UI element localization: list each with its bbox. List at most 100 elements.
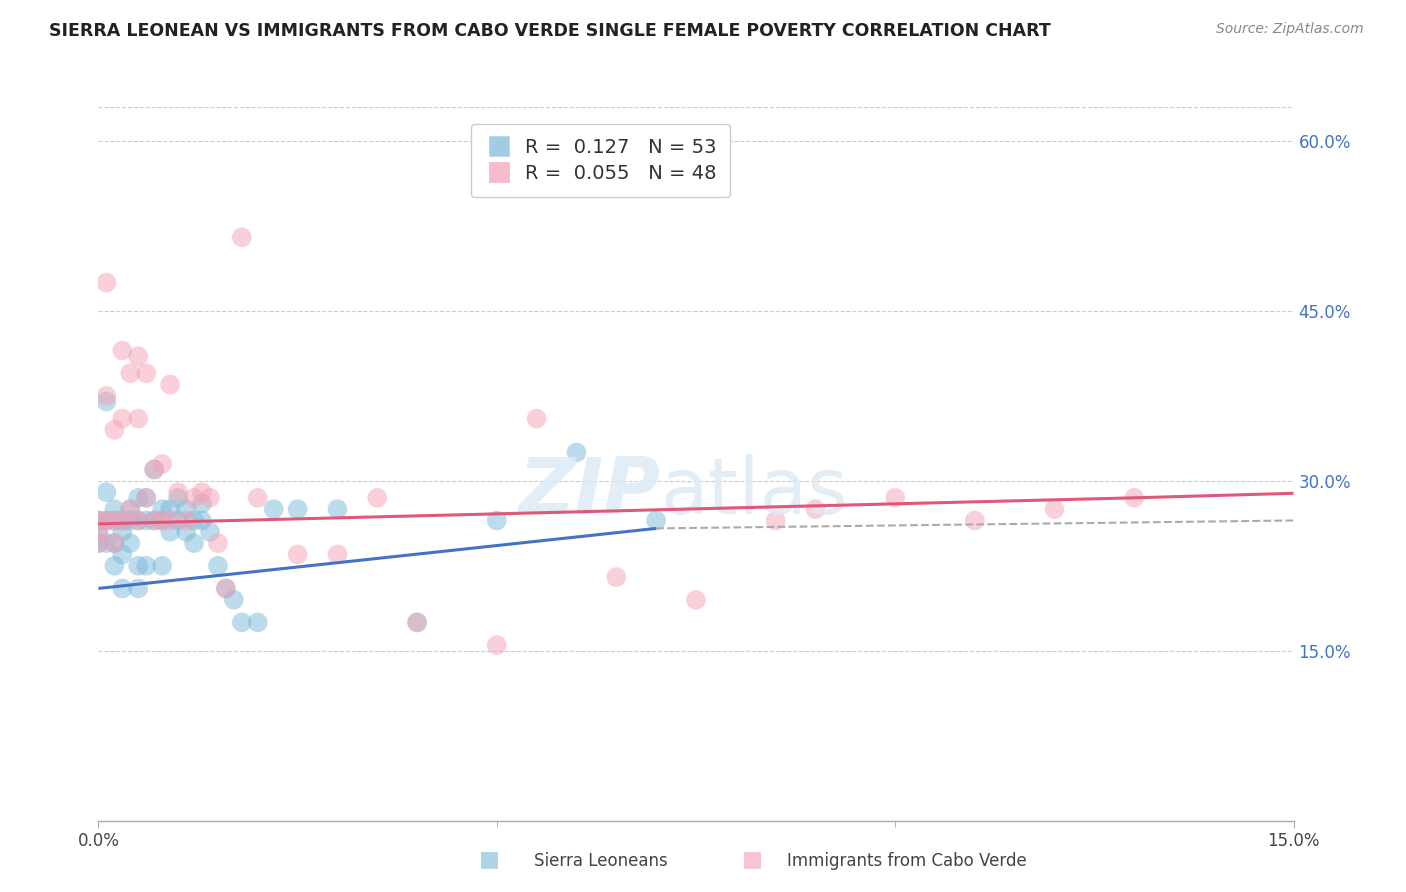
- Point: [246, 615, 269, 630]
- Text: SIERRA LEONEAN VS IMMIGRANTS FROM CABO VERDE SINGLE FEMALE POVERTY CORRELATION C: SIERRA LEONEAN VS IMMIGRANTS FROM CABO V…: [49, 22, 1050, 40]
- Point: [96, 536, 118, 550]
- Point: [103, 558, 125, 573]
- Point: [565, 445, 588, 459]
- Point: [87, 536, 110, 550]
- Legend: R =  0.127   N = 53, R =  0.055   N = 48: R = 0.127 N = 53, R = 0.055 N = 48: [471, 124, 730, 197]
- Point: [1043, 502, 1066, 516]
- Point: [103, 536, 125, 550]
- Point: [111, 343, 134, 358]
- Point: [103, 513, 125, 527]
- Point: [103, 513, 125, 527]
- Point: [103, 502, 125, 516]
- Point: [198, 491, 221, 505]
- Point: [159, 524, 181, 539]
- Point: [191, 485, 214, 500]
- Point: [183, 513, 205, 527]
- Text: Source: ZipAtlas.com: Source: ZipAtlas.com: [1216, 22, 1364, 37]
- Point: [215, 582, 238, 596]
- Point: [263, 502, 285, 516]
- Text: ■: ■: [479, 849, 499, 869]
- Point: [406, 615, 429, 630]
- Point: [287, 502, 309, 516]
- Point: [111, 548, 134, 562]
- Point: [127, 582, 149, 596]
- Text: Sierra Leoneans: Sierra Leoneans: [534, 852, 668, 870]
- Point: [135, 491, 157, 505]
- Point: [804, 502, 827, 516]
- Point: [150, 513, 173, 527]
- Point: [87, 536, 110, 550]
- Point: [96, 394, 118, 409]
- Point: [143, 462, 166, 476]
- Point: [287, 548, 309, 562]
- Point: [143, 513, 166, 527]
- Point: [111, 582, 134, 596]
- Point: [135, 366, 157, 380]
- Point: [159, 377, 181, 392]
- Point: [96, 513, 118, 527]
- Point: [215, 582, 238, 596]
- Point: [526, 411, 548, 425]
- Point: [326, 548, 349, 562]
- Point: [111, 513, 134, 527]
- Point: [127, 411, 149, 425]
- Point: [222, 592, 245, 607]
- Point: [111, 524, 134, 539]
- Point: [96, 485, 118, 500]
- Point: [127, 491, 149, 505]
- Text: ZIP: ZIP: [517, 454, 661, 531]
- Point: [143, 513, 166, 527]
- Point: [685, 592, 707, 607]
- Point: [120, 513, 142, 527]
- Point: [167, 491, 190, 505]
- Point: [191, 496, 214, 510]
- Point: [127, 349, 149, 363]
- Point: [135, 513, 157, 527]
- Point: [159, 502, 181, 516]
- Point: [198, 524, 221, 539]
- Point: [485, 513, 508, 527]
- Point: [96, 513, 118, 527]
- Point: [406, 615, 429, 630]
- Point: [87, 513, 110, 527]
- Point: [246, 491, 269, 505]
- Point: [120, 536, 142, 550]
- Point: [103, 423, 125, 437]
- Point: [765, 513, 787, 527]
- Point: [96, 276, 118, 290]
- Point: [111, 513, 134, 527]
- Point: [127, 558, 149, 573]
- Point: [183, 491, 205, 505]
- Point: [207, 536, 229, 550]
- Point: [167, 485, 190, 500]
- Point: [120, 502, 142, 516]
- Point: [191, 513, 214, 527]
- Point: [127, 513, 149, 527]
- Point: [174, 502, 197, 516]
- Point: [167, 513, 190, 527]
- Text: Immigrants from Cabo Verde: Immigrants from Cabo Verde: [787, 852, 1028, 870]
- Point: [150, 558, 173, 573]
- Point: [231, 230, 253, 244]
- Point: [485, 638, 508, 652]
- Point: [207, 558, 229, 573]
- Point: [143, 462, 166, 476]
- Point: [87, 524, 110, 539]
- Point: [884, 491, 907, 505]
- Point: [96, 389, 118, 403]
- Point: [645, 513, 668, 527]
- Point: [120, 502, 142, 516]
- Point: [605, 570, 627, 584]
- Point: [174, 513, 197, 527]
- Point: [366, 491, 388, 505]
- Point: [150, 502, 173, 516]
- Text: atlas: atlas: [661, 454, 848, 531]
- Point: [135, 558, 157, 573]
- Point: [1123, 491, 1146, 505]
- Point: [326, 502, 349, 516]
- Point: [135, 491, 157, 505]
- Point: [231, 615, 253, 630]
- Point: [150, 457, 173, 471]
- Point: [150, 513, 173, 527]
- Point: [87, 524, 110, 539]
